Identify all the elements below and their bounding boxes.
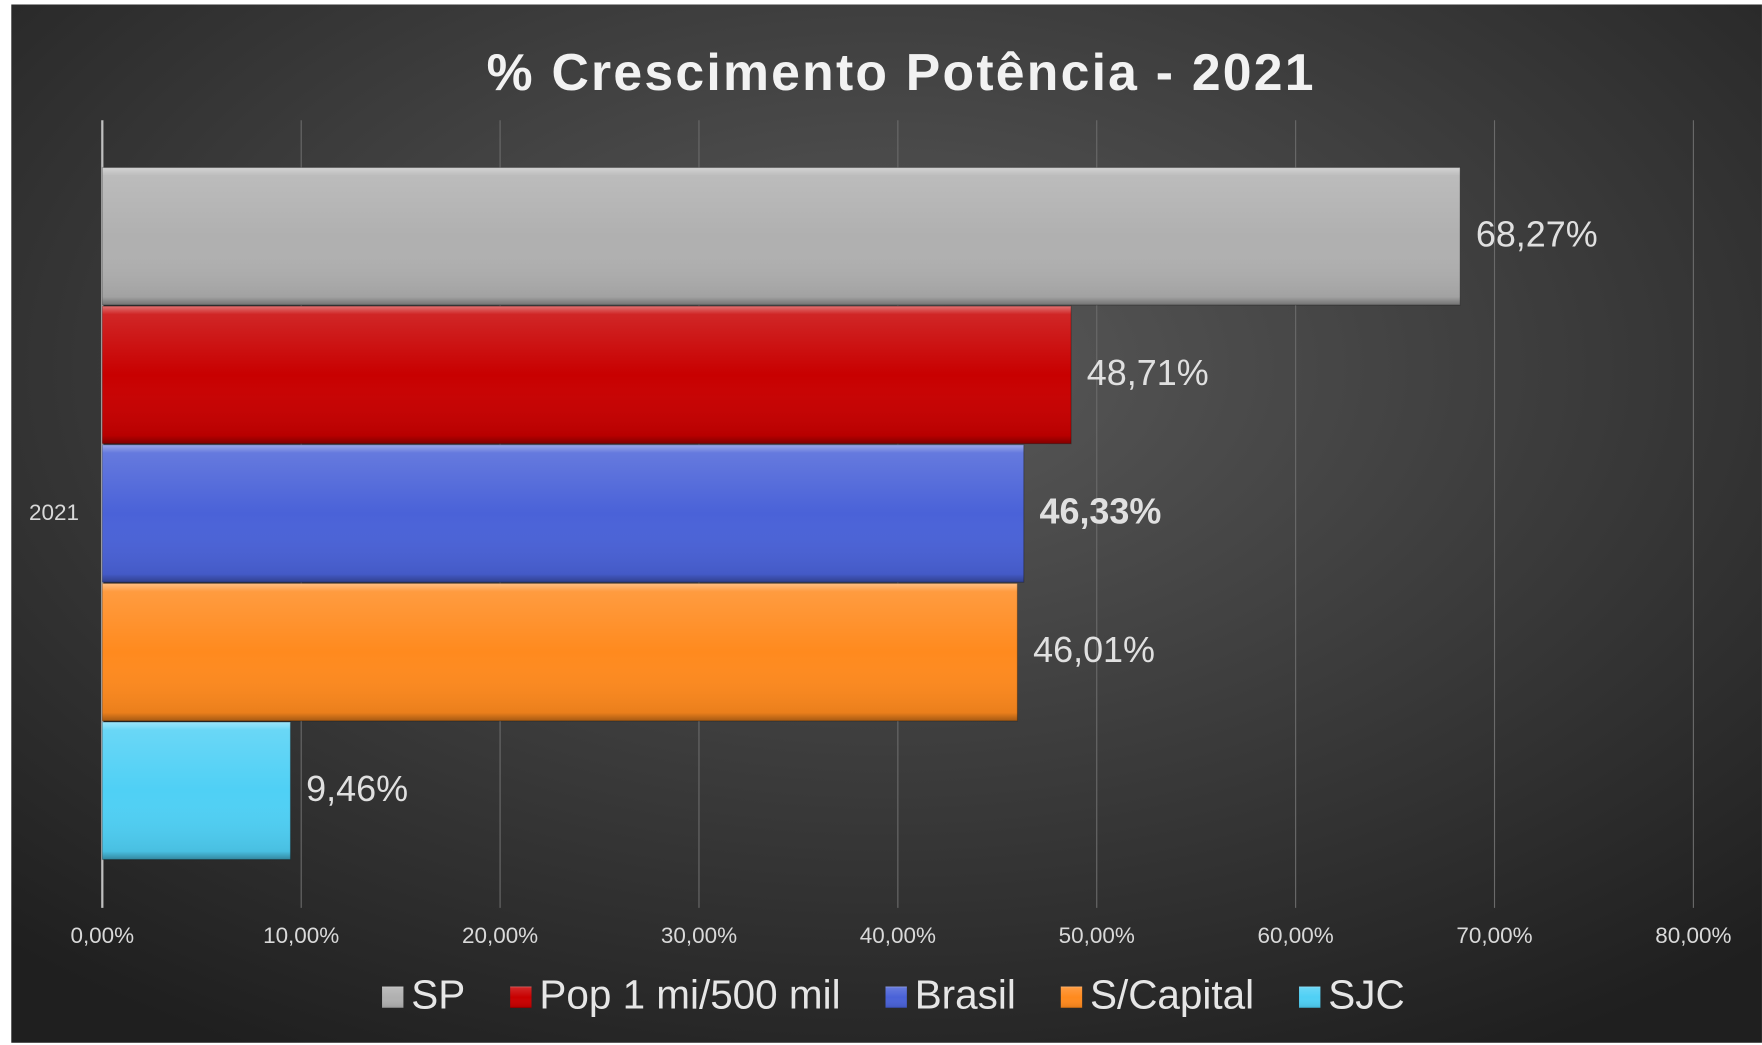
bar-shine — [101, 305, 1072, 445]
x-tick-label: 40,00% — [860, 923, 936, 948]
legend-label: Brasil — [915, 971, 1016, 1017]
legend-label: SJC — [1328, 971, 1404, 1017]
x-tick-label: 80,00% — [1655, 923, 1731, 948]
legend-marker-shine — [1060, 986, 1083, 1008]
x-tick-label: 60,00% — [1258, 923, 1334, 948]
y-tick-label: 2021 — [29, 500, 79, 525]
legend-marker-shine — [382, 986, 404, 1008]
legend-marker-shine — [1299, 986, 1321, 1008]
legend-label: S/Capital — [1090, 971, 1254, 1017]
bar-shine — [101, 721, 292, 861]
legend-marker-shine — [510, 986, 532, 1008]
legend-label: Pop 1 mi/500 mil — [539, 971, 840, 1017]
x-tick-label: 20,00% — [462, 923, 538, 948]
legend-label: SP — [411, 971, 465, 1017]
bar-shine — [101, 166, 1461, 306]
bar-shine — [101, 582, 1018, 722]
data-label: 68,27% — [1476, 213, 1598, 254]
chart-title: % Crescimento Potência - 2021 — [487, 43, 1316, 101]
data-label: 9,46% — [306, 768, 408, 809]
x-tick-label: 10,00% — [263, 923, 339, 948]
legend-marker-shine — [885, 986, 907, 1008]
x-tick-label: 70,00% — [1456, 923, 1532, 948]
x-tick-label: 50,00% — [1059, 923, 1135, 948]
x-tick-label: 0,00% — [70, 923, 134, 948]
data-label: 46,33% — [1039, 491, 1161, 532]
bar-shine — [101, 444, 1025, 583]
x-tick-label: 30,00% — [661, 923, 737, 948]
data-label: 46,01% — [1033, 629, 1155, 670]
data-label: 48,71% — [1087, 352, 1209, 393]
